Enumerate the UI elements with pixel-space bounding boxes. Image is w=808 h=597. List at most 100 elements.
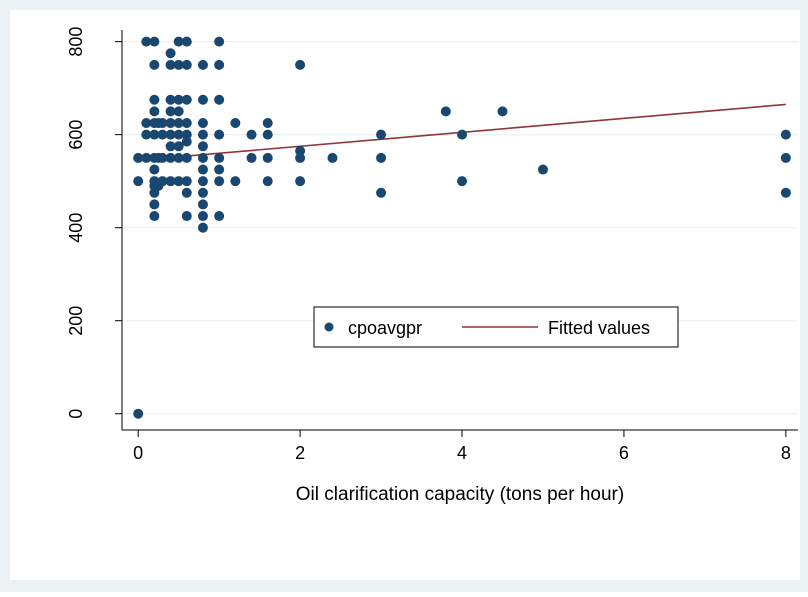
grid-lines [122,41,798,415]
data-point [157,118,168,129]
data-point [262,176,273,187]
legend: cpoavgpr Fitted values [313,306,679,348]
data-point [214,36,225,47]
data-point [262,129,273,140]
data-point [157,176,168,187]
y-tick-label: 600 [66,120,86,150]
data-point [181,118,192,129]
data-point [214,211,225,222]
data-point [230,118,241,129]
data-point [327,152,338,163]
x-tick-label: 4 [457,443,467,463]
data-point [149,164,160,175]
data-point [197,176,208,187]
axes: 0 200 400 600 800 0 2 4 6 8 [66,27,798,463]
data-point [133,176,144,187]
data-point [376,187,387,198]
data-point [141,36,152,47]
data-point [173,152,184,163]
data-point [181,176,192,187]
data-point [497,106,508,117]
data-point [133,152,144,163]
x-tick-label: 6 [619,443,629,463]
data-point [181,129,192,140]
legend-label-cpoavgpr: cpoavgpr [348,318,422,338]
data-point [376,152,387,163]
data-point [181,187,192,198]
data-point [181,152,192,163]
scatter-points [133,36,791,419]
plot-area [122,30,798,430]
data-point [197,118,208,129]
legend-label-fitted-values: Fitted values [548,318,650,338]
data-point [165,152,176,163]
data-point [165,129,176,140]
data-point [165,94,176,105]
data-point [173,59,184,70]
data-point [181,211,192,222]
data-point [173,129,184,140]
data-point [165,106,176,117]
data-point [537,164,548,175]
y-tick-label: 800 [66,27,86,57]
data-point [165,118,176,129]
data-point [157,152,168,163]
data-point [230,176,241,187]
data-point [197,199,208,210]
legend-marker-cpoavgpr [324,322,334,332]
data-point [141,152,152,163]
data-point [214,129,225,140]
data-point [197,222,208,233]
data-point [181,36,192,47]
data-point [262,118,273,129]
data-point [295,152,306,163]
y-tick-label: 400 [66,213,86,243]
data-point [149,59,160,70]
data-point [197,129,208,140]
data-point [376,129,387,140]
data-point [165,48,176,59]
x-tick-label: 8 [781,443,791,463]
data-point [141,129,152,140]
data-point [780,187,791,198]
data-point [149,199,160,210]
data-point [173,176,184,187]
x-tick-label: 0 [133,443,143,463]
data-point [181,136,192,147]
data-point [214,164,225,175]
data-point [149,106,160,117]
data-point [197,211,208,222]
data-point [157,129,168,140]
data-point [197,59,208,70]
data-point [173,94,184,105]
data-point [457,129,468,140]
y-tick-label: 0 [66,409,86,419]
data-point [440,106,451,117]
data-point [780,129,791,140]
data-point [246,152,257,163]
data-point [149,94,160,105]
x-axis-title: Oil clarification capacity (tons per hou… [296,484,624,505]
data-point [149,36,160,47]
data-point [214,94,225,105]
data-point [173,36,184,47]
data-point [295,145,306,156]
x-tick-label: 2 [295,443,305,463]
data-point [149,129,160,140]
data-point [133,408,144,419]
data-point [295,176,306,187]
data-point [141,118,152,129]
data-point [197,94,208,105]
data-point [181,59,192,70]
data-point [457,176,468,187]
data-point [165,141,176,152]
data-point [197,141,208,152]
data-point [214,176,225,187]
data-point [165,176,176,187]
data-point [149,211,160,222]
data-point [214,59,225,70]
data-point [780,152,791,163]
data-point [262,152,273,163]
